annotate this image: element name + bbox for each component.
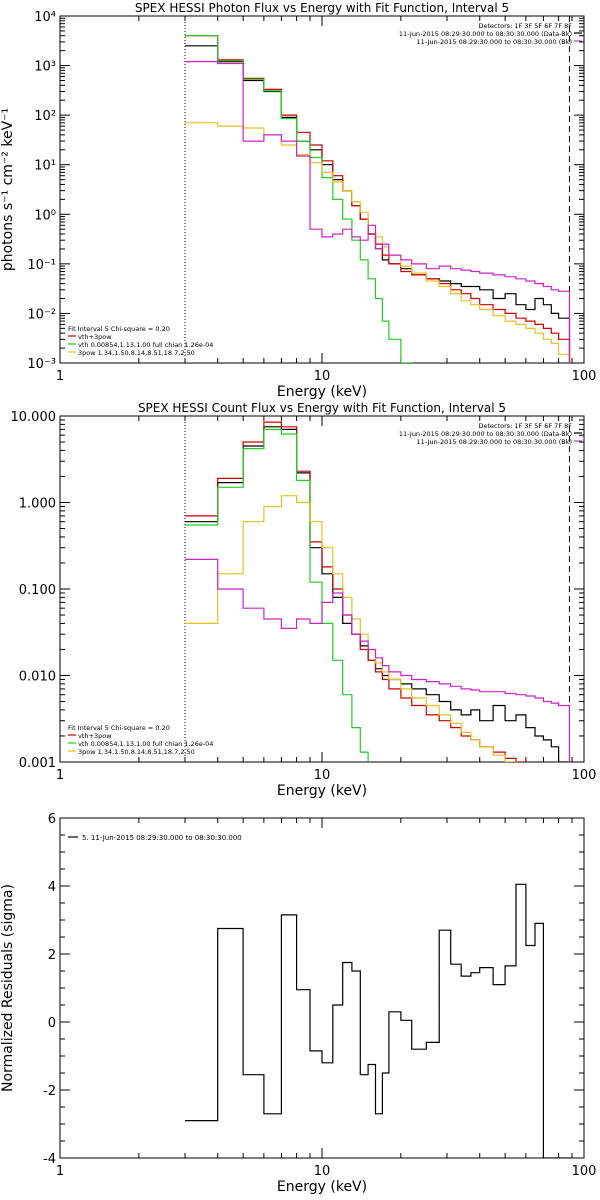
series-line-power [185,495,517,762]
series-line-residuals [185,883,571,1158]
series-line-power [185,122,571,363]
legend-entry-text: vth 0.00854,1.13,1.00 full chian 1.26e-0… [78,740,213,748]
x-tick-label: 1 [56,1164,64,1179]
y-tick-label: 1.000 [19,497,56,512]
x-tick-label: 10 [314,1164,331,1179]
y-tick-label: 10³ [34,60,56,75]
x-axis-ticks [59,416,573,762]
x-axis-ticks [59,818,573,1158]
series-line-fit_sum [185,421,527,762]
x-axis-label: Energy (keV) [277,783,367,799]
y-tick-label: 10¹ [34,159,56,174]
legend-entry-text: 3pow 1.34,1.50,8.14,8.51,18.7,2.50 [78,349,195,357]
x-tick-label: 1 [56,768,64,783]
x-tick-label: 100 [572,768,597,783]
legend-entry-text: vth+3pow [78,333,112,341]
legend-entry-text: 5. 11-Jun-2015 08:29:30.000 to 08:30:30.… [82,834,242,842]
legend-entry-text: vth 0.00854,1.13,1.00 full chian 1.26e-0… [78,341,213,349]
data-series [185,883,571,1158]
chart-panel-3: 1 10 100 -4 -2 0 2 4 6 Energy (keV) Normalized Res… [0,812,596,1195]
x-tick-label: 1 [56,369,64,384]
series-line-vth [185,35,413,363]
data-series [185,35,571,363]
y-tick-label: 6 [48,812,56,827]
legend-entry-text: 11-Jun-2015 08:29:30.000 to 08:30:30.000… [417,38,572,46]
series-line-fit_sum [185,35,571,363]
y-tick-label: -2 [43,1084,56,1099]
y-tick-label: 0 [48,1016,56,1031]
y-tick-label: 0.100 [19,583,56,598]
x-axis-ticks [59,16,573,363]
plot-frame [59,817,585,1159]
chart-title: SPEX HESSI Count Flux vs Energy with Fit… [138,401,506,415]
legend-entry-text: vth+3pow [78,732,112,740]
chart-title: SPEX HESSI Photon Flux vs Energy with Fi… [135,1,509,15]
y-axis-label: Normalized Residuals (sigma) [0,884,16,1092]
x-tick-label: 10 [314,369,331,384]
legend-entry-text: 3pow 1.34,1.50,8.14,8.51,18.7,2.50 [78,748,195,756]
x-axis-label: Energy (keV) [277,1179,367,1195]
y-tick-label: 10⁴ [34,10,56,25]
y-axis-ticks [60,817,584,1159]
y-tick-label: 10⁻¹ [27,258,56,273]
y-tick-label: -4 [43,1152,56,1167]
chart-panel-1: SPEX HESSI Photon Flux vs Energy with Fi… [0,1,596,400]
chart-panel-2: SPEX HESSI Count Flux vs Energy with Fit… [11,401,597,799]
legend-entry-text: 11-Jun-2015 08:29:30.000 to 08:30:30.000… [399,430,572,438]
x-tick-label: 100 [572,1164,597,1179]
y-tick-label: 10² [34,109,56,124]
x-axis-label: Energy (keV) [277,384,367,400]
series-line-background [185,558,571,762]
series-line-vth [185,428,369,762]
legend-bottom-left: Fit Interval 5 Chi-square = 0.20vth+3pow… [68,325,213,357]
data-series [185,421,571,762]
legend-entry-text: 11-Jun-2015 08:29:30.000 to 08:30:30.000… [417,438,572,446]
y-axis-label: photons s⁻¹ cm⁻² keV⁻¹ [0,108,16,271]
legend-entry-text: Detectors: 1F 3F 5F 6F 7F 8F [478,22,572,30]
legend-entry-text: 11-Jun-2015 08:29:30.000 to 08:30:30.000… [399,30,572,38]
legend-entry-text: Fit Interval 5 Chi-square = 0.20 [68,724,170,732]
legend-entry-text: Detectors: 1F 3F 5F 6F 7F 8F [478,422,572,430]
x-tick-label: 10 [314,768,331,783]
y-tick-label: 10⁻³ [27,357,56,372]
y-tick-label: 4 [48,880,56,895]
y-tick-label: 2 [48,948,56,963]
series-line-background [185,61,571,363]
y-tick-label: 0.010 [19,670,56,685]
legend-entry-text: Fit Interval 5 Chi-square = 0.20 [68,325,170,333]
legend-residuals: 5. 11-Jun-2015 08:29:30.000 to 08:30:30.… [68,834,242,842]
y-axis-ticks [60,419,584,763]
y-axis-ticks [60,17,584,364]
x-tick-label: 100 [572,369,597,384]
y-tick-label: 0.001 [19,756,56,771]
legend-top-right: Detectors: 1F 3F 5F 6F 7F 8F11-Jun-2015 … [399,422,582,446]
y-tick-label: 10⁻² [27,307,56,322]
y-tick-label: 10.000 [11,410,57,425]
legend-top-right: Detectors: 1F 3F 5F 6F 7F 8F11-Jun-2015 … [399,22,582,46]
legend-bottom-left: Fit Interval 5 Chi-square = 0.20vth+3pow… [68,724,213,756]
y-tick-label: 10⁰ [34,208,56,223]
